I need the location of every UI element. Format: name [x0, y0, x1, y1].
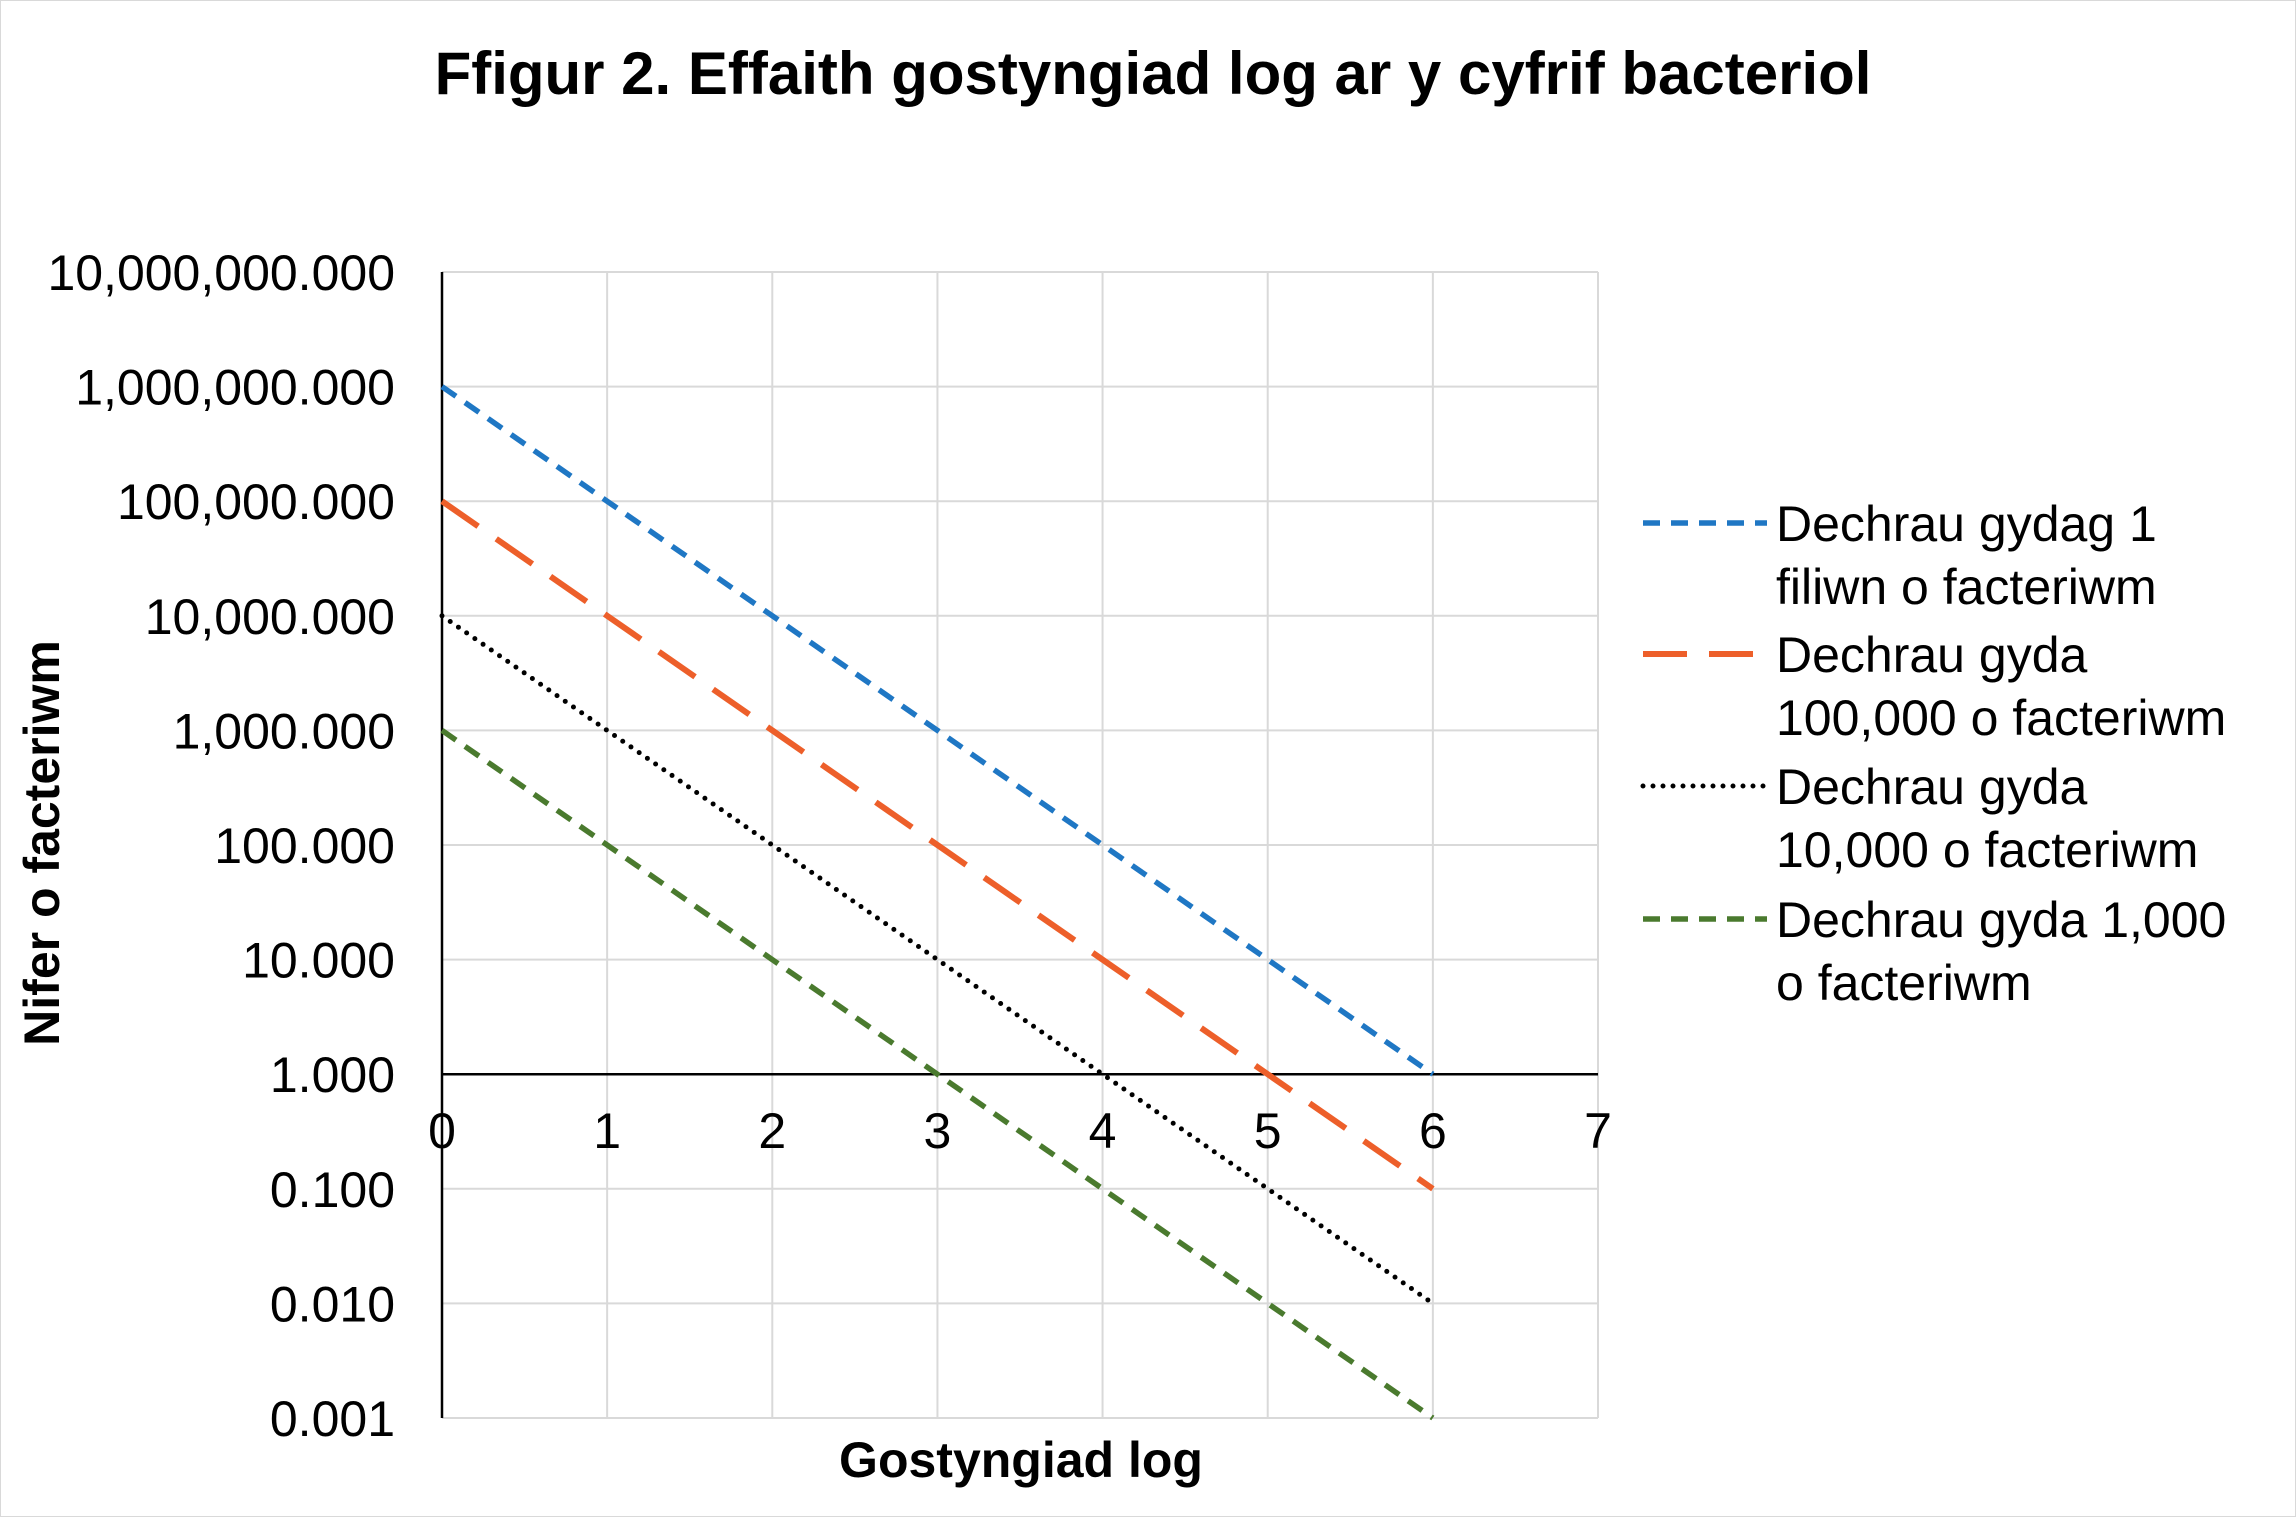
x-tick-label: 5 — [1254, 1103, 1282, 1159]
legend: Dechrau gydag 1 filiwn o facteriwm Dechrau… — [1640, 496, 2226, 1011]
series-line-3 — [439, 613, 1436, 1306]
legend-label-3: 10,000 o facteriwm — [1776, 822, 2198, 878]
series-line-2 — [440, 498, 1435, 1192]
x-tick-label: 0 — [428, 1103, 456, 1159]
grid-layer — [442, 271, 1599, 1419]
legend-label-3: Dechrau gyda — [1776, 759, 2087, 815]
x-tick-label: 1 — [593, 1103, 621, 1159]
x-tick-label: 7 — [1584, 1103, 1612, 1159]
series-line-1 — [440, 384, 1435, 1077]
y-axis-title: Nifer o facteriwm — [14, 640, 70, 1046]
x-axis-title: Gostyngiad log — [839, 1432, 1203, 1488]
y-tick-label: 0.100 — [270, 1162, 395, 1218]
y-tick-label: 10,000,000.000 — [47, 245, 395, 301]
y-tick-label: 1.000 — [270, 1047, 395, 1103]
legend-label-2: 100,000 o facteriwm — [1776, 690, 2226, 746]
legend-label-4: o facteriwm — [1776, 955, 2032, 1011]
axis-layer — [440, 272, 1598, 1418]
legend-label-1: Dechrau gydag 1 — [1776, 496, 2157, 552]
y-tick-label: 10.000 — [242, 933, 395, 989]
series-line-4 — [440, 728, 1435, 1421]
y-tick-label: 1,000,000.000 — [75, 360, 395, 416]
y-tick-label: 100.000 — [214, 818, 395, 874]
legend-label-1: filiwn o facteriwm — [1776, 559, 2157, 615]
y-tick-label: 100,000.000 — [117, 474, 395, 530]
tick-layer: 10,000,000.0001,000,000.000100,000.00010… — [47, 245, 1611, 1447]
series-layer — [439, 384, 1436, 1421]
y-tick-label: 0.001 — [270, 1391, 395, 1447]
x-tick-label: 2 — [758, 1103, 786, 1159]
x-tick-label: 4 — [1089, 1103, 1117, 1159]
y-tick-label: 10,000.000 — [145, 589, 395, 645]
y-tick-label: 0.010 — [270, 1276, 395, 1332]
legend-label-2: Dechrau gyda — [1776, 627, 2087, 683]
y-tick-label: 1,000.000 — [173, 703, 395, 759]
chart-title: Ffigur 2. Effaith gostyngiad log ar y cy… — [435, 40, 1872, 107]
legend-label-4: Dechrau gyda 1,000 — [1776, 892, 2226, 948]
x-tick-label: 3 — [924, 1103, 952, 1159]
x-tick-label: 6 — [1419, 1103, 1447, 1159]
